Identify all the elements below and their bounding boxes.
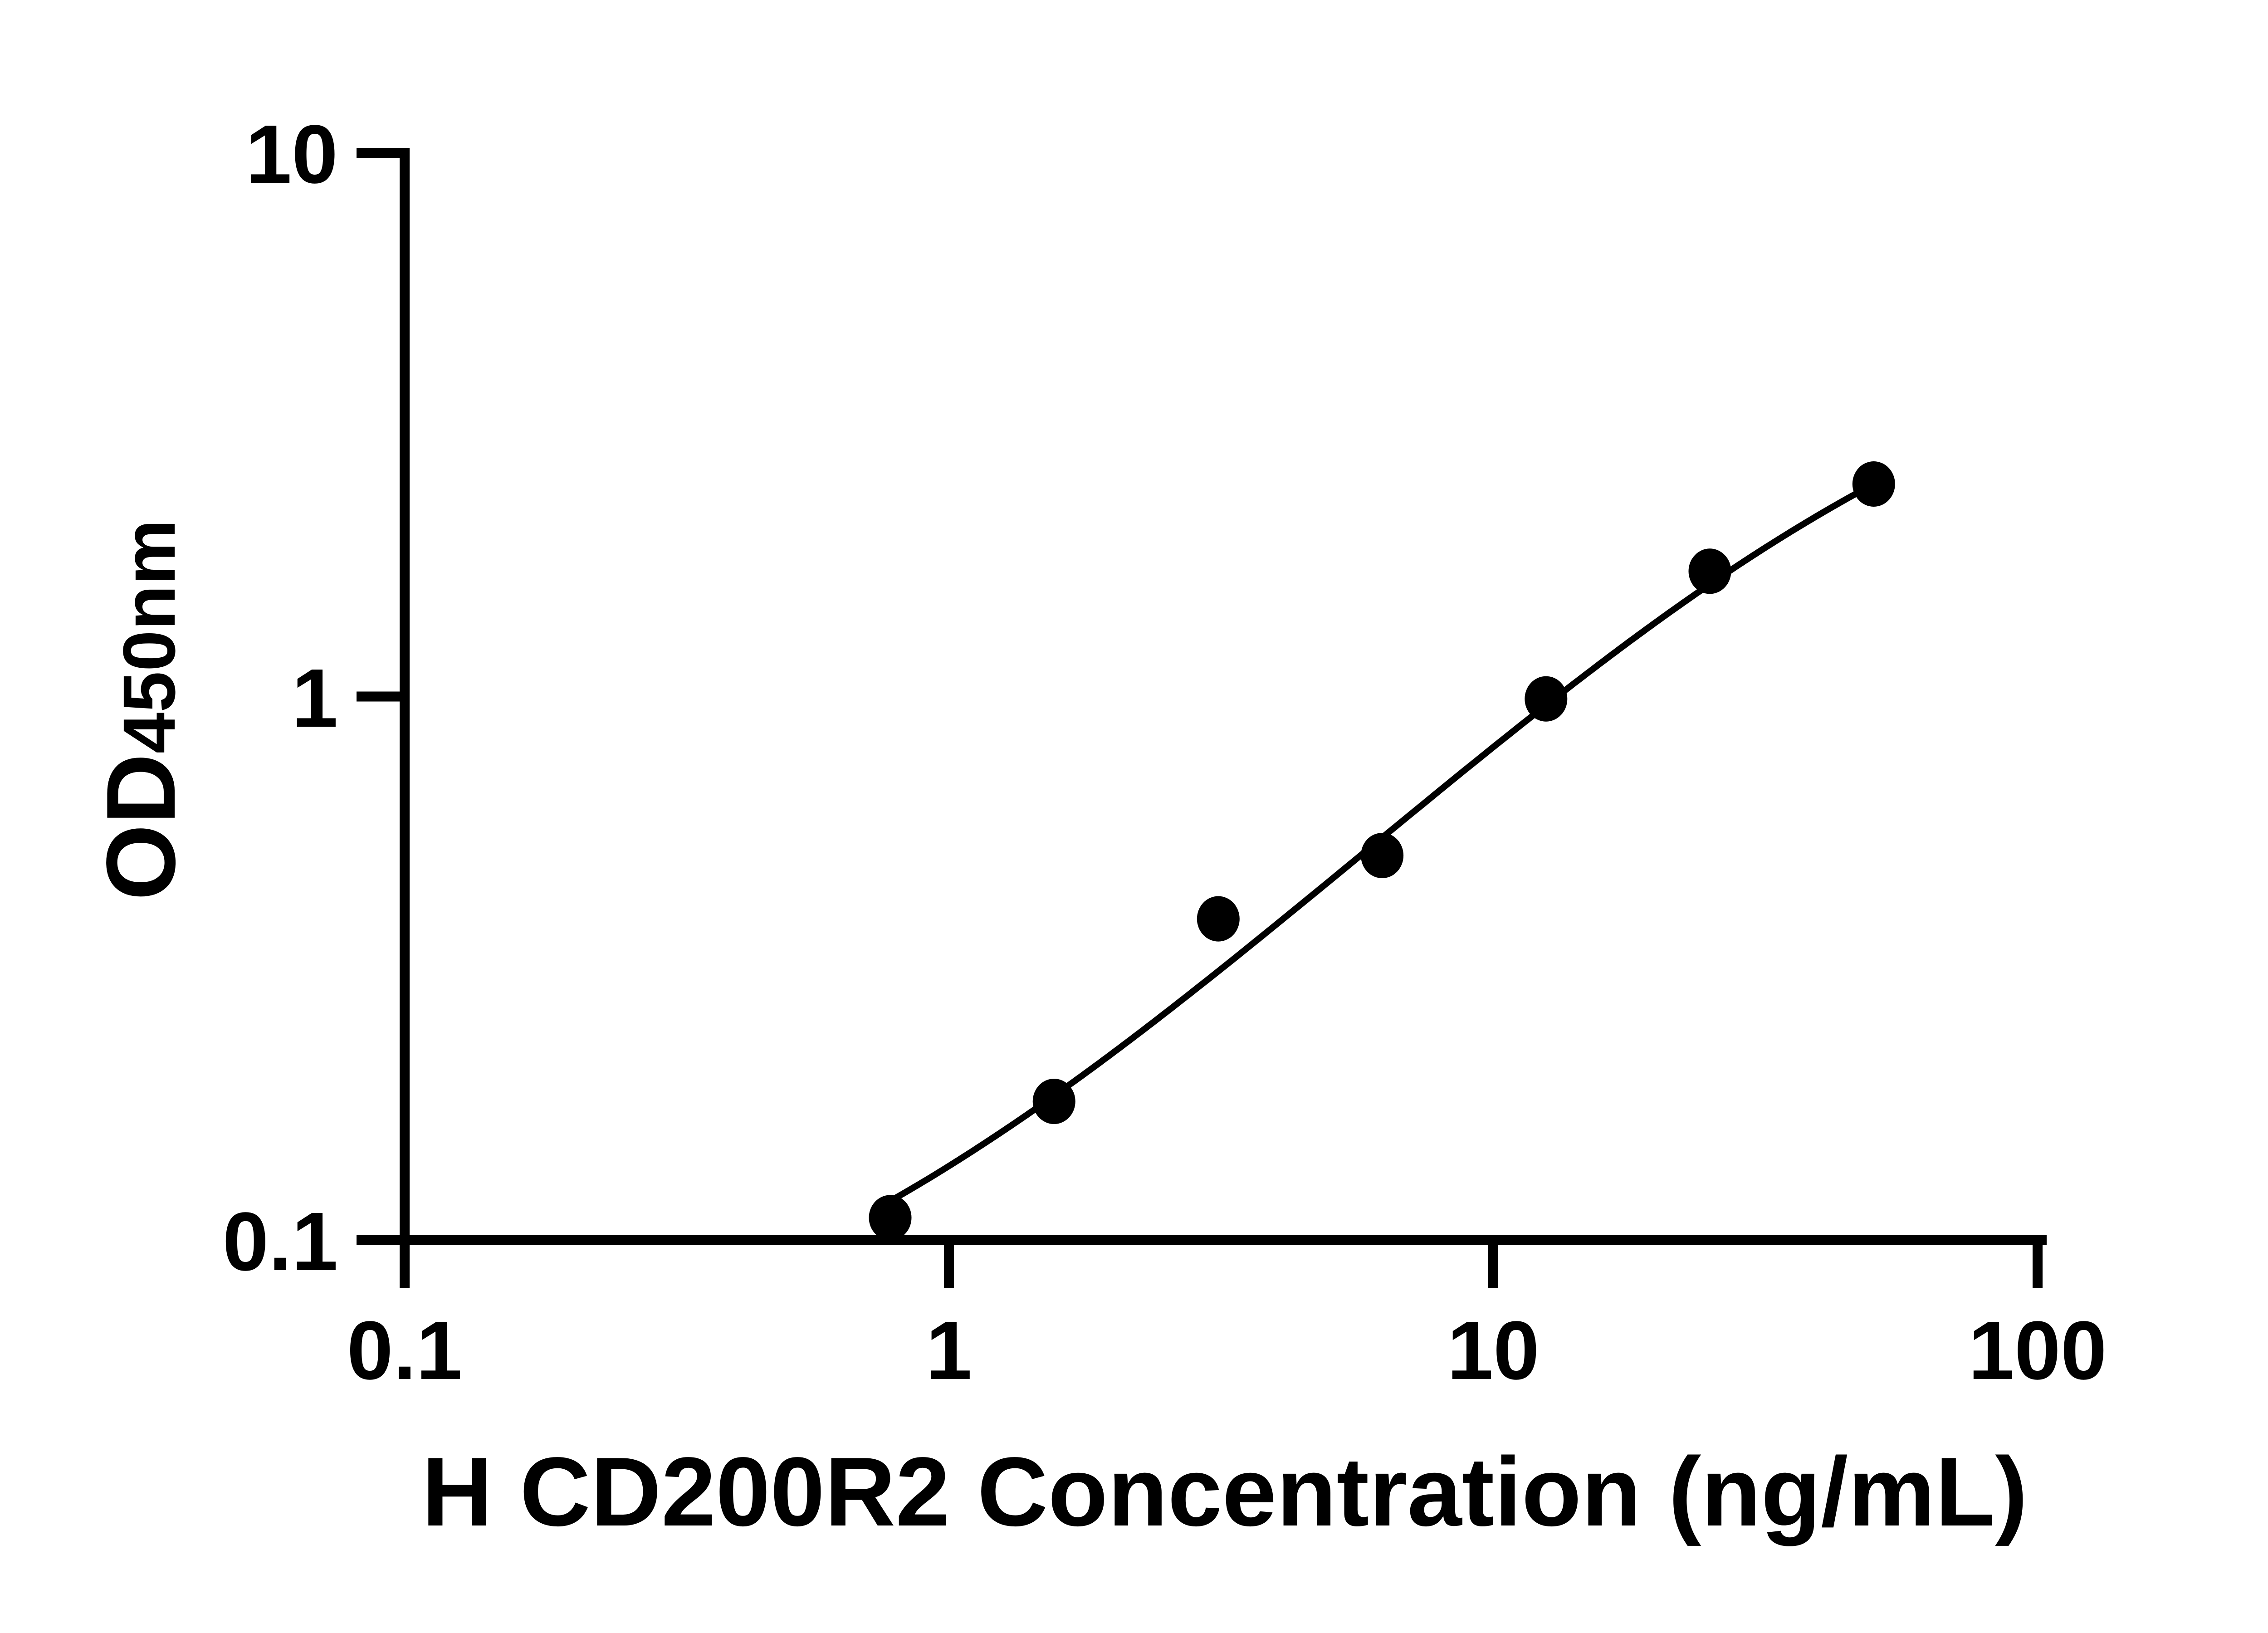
data-point-marker: [1688, 548, 1731, 594]
x-tick-label: 1: [926, 1304, 972, 1397]
y-tick-label: 0.1: [222, 1195, 338, 1288]
data-point-marker: [1361, 833, 1404, 878]
data-point-marker: [1197, 896, 1240, 942]
x-tick-label: 100: [1968, 1304, 2107, 1397]
x-tick-label: 10: [1447, 1304, 1540, 1397]
data-point-marker: [1032, 1079, 1075, 1125]
x-tick-label: 0.1: [347, 1304, 463, 1397]
x-axis-title: H CD200R2 Concentration (ng/mL): [421, 1437, 2028, 1546]
y-axis-title-subscript: 450nm: [108, 519, 191, 754]
data-point-marker: [1525, 676, 1568, 722]
y-axis-title-main: OD: [86, 753, 196, 901]
y-tick-label: 10: [245, 108, 338, 200]
y-axis-title: OD450nm: [86, 519, 196, 900]
data-point-marker: [869, 1195, 912, 1241]
y-tick-label: 1: [292, 651, 338, 744]
data-point-marker: [1852, 461, 1895, 507]
